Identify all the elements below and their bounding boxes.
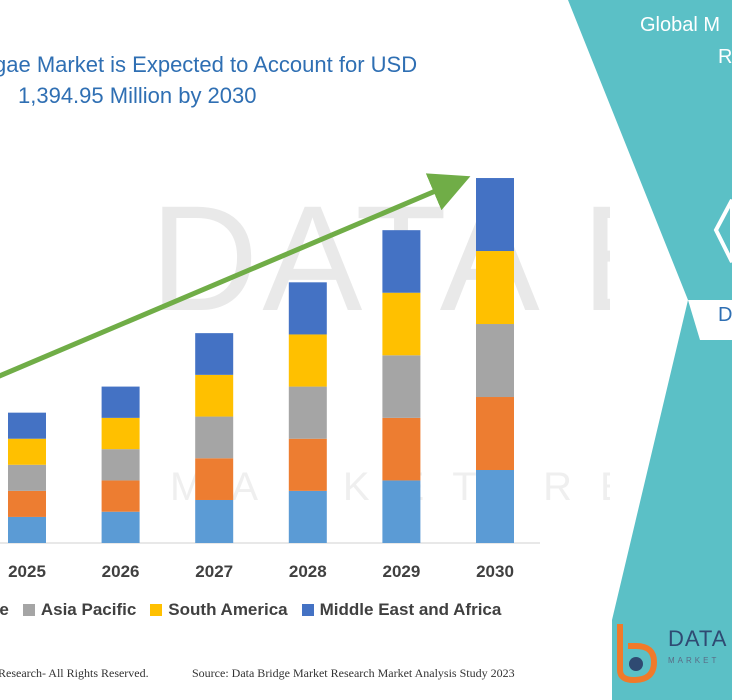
bar-segment-2027-1 [195, 458, 234, 500]
logo-text: DATA I [668, 626, 732, 651]
bar-segment-2026-3 [101, 417, 140, 450]
chart-title-line-2: 1,394.95 Million by 2030 [18, 83, 257, 108]
right-panel-heading-1: Global M [640, 14, 721, 36]
bar-segment-2030-2 [476, 324, 514, 398]
legend-swatch [301, 604, 314, 616]
x-tick-label-2028: 2028 [289, 562, 327, 581]
bar-segment-2029-0 [382, 480, 421, 543]
teal-panel-shape [568, 0, 732, 700]
bar-segment-2027-2 [195, 416, 234, 459]
stacked-bar-chart: 2025 2026 2027 2028 2029 2030 [0, 173, 540, 581]
bar-segment-2025-4 [8, 412, 46, 439]
bar-segment-2026-0 [101, 511, 140, 543]
bar-segment-2030-1 [476, 397, 514, 471]
bar-segment-2027-0 [195, 499, 234, 543]
legend-label: Middle East and Africa [319, 600, 502, 619]
x-tick-label-2029: 2029 [382, 562, 420, 581]
x-tick-labels: 2025 2026 2027 2028 2029 2030 [8, 562, 514, 581]
legend-label: Asia Pacific [40, 600, 137, 619]
bar-segment-2030-3 [476, 251, 514, 325]
legend-item: Asia Pacific [22, 600, 137, 620]
bar-segment-2026-4 [101, 386, 140, 418]
logo-subtext: MARKET [668, 656, 720, 665]
chart-legend: rope Asia Pacific South America Middle East… [0, 598, 515, 622]
chart-title-line-1: gae Market is Expected to Account for US… [0, 52, 418, 77]
bar-segment-2025-0 [8, 516, 46, 543]
bar-segment-2026-1 [101, 480, 140, 512]
bar-segment-2025-3 [8, 438, 46, 465]
bar-segment-2026-2 [101, 449, 140, 481]
x-tick-label-2026: 2026 [102, 562, 140, 581]
footer-source: Source: Data Bridge Market Research Mark… [192, 666, 515, 680]
bar-segment-2028-4 [288, 282, 327, 335]
bar-segment-2030-4 [476, 178, 514, 252]
bar-segment-2029-2 [382, 355, 421, 418]
right-panel-heading-2: R [718, 46, 732, 68]
bars-group [8, 178, 514, 543]
white-hexagon-shape [713, 199, 732, 263]
legend-swatch [22, 604, 35, 616]
bar-segment-2025-2 [8, 464, 46, 491]
bar-segment-2030-0 [476, 470, 514, 543]
legend-item: rope [0, 600, 9, 620]
legend-item: Middle East and Africa [301, 600, 502, 620]
logo-icon [617, 624, 658, 684]
bar-segment-2029-4 [382, 230, 421, 293]
trend-arrow [0, 173, 471, 379]
bar-segment-2028-2 [288, 386, 327, 439]
legend-item: South America [150, 600, 288, 620]
footer-copyright: Research- All Rights Reserved. [0, 666, 149, 680]
bar-segment-2028-3 [288, 334, 327, 387]
x-tick-label-2025: 2025 [8, 562, 46, 581]
x-tick-label-2027: 2027 [195, 562, 233, 581]
bar-segment-2029-3 [382, 292, 421, 356]
bar-segment-2028-0 [288, 490, 327, 543]
legend-swatch [150, 604, 163, 616]
bar-segment-2025-1 [8, 490, 46, 517]
bar-segment-2027-4 [195, 333, 234, 375]
bar-segment-2027-3 [195, 374, 234, 417]
legend-label: South America [168, 600, 288, 619]
right-panel-partial-text: D [718, 304, 732, 326]
bar-segment-2028-1 [288, 438, 327, 491]
bar-segment-2029-1 [382, 417, 421, 481]
legend-label: rope [0, 600, 9, 619]
x-tick-label-2030: 2030 [476, 562, 514, 581]
